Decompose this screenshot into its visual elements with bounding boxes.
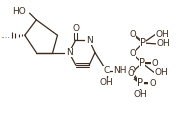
Text: NH: NH bbox=[113, 66, 127, 75]
Text: OH: OH bbox=[155, 68, 168, 77]
Text: O: O bbox=[129, 49, 136, 58]
Text: P: P bbox=[137, 78, 143, 88]
Text: O: O bbox=[72, 24, 79, 33]
Text: P: P bbox=[137, 78, 143, 88]
Text: O: O bbox=[129, 30, 136, 39]
Text: O: O bbox=[126, 71, 133, 80]
Text: C: C bbox=[103, 66, 110, 75]
Text: P: P bbox=[140, 38, 146, 48]
Text: N: N bbox=[86, 36, 93, 45]
Text: OH: OH bbox=[100, 78, 113, 87]
Text: O: O bbox=[149, 79, 156, 88]
Text: P: P bbox=[139, 58, 145, 68]
Text: N: N bbox=[66, 48, 72, 57]
Text: O: O bbox=[148, 79, 155, 88]
Text: O: O bbox=[127, 69, 134, 78]
Text: OH: OH bbox=[156, 30, 169, 39]
Text: O: O bbox=[128, 66, 135, 75]
Text: OH: OH bbox=[133, 91, 147, 100]
Text: HO: HO bbox=[12, 7, 26, 16]
Text: ....: .... bbox=[0, 31, 9, 40]
Text: OH: OH bbox=[133, 90, 147, 99]
Text: O: O bbox=[151, 59, 158, 68]
Text: OH: OH bbox=[157, 39, 170, 48]
